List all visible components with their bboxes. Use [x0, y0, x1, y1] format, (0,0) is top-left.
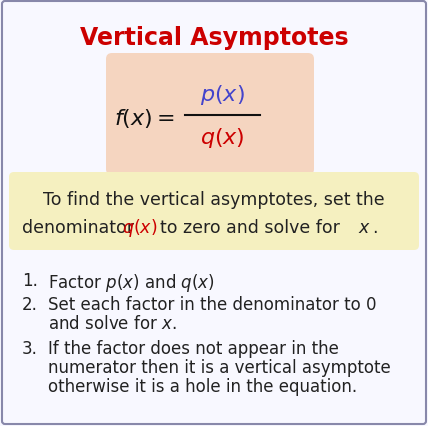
Text: 3.: 3.	[22, 339, 38, 357]
Text: Vertical Asymptotes: Vertical Asymptotes	[80, 26, 348, 50]
Text: 2.: 2.	[22, 295, 38, 313]
Text: Factor $p(x)$ and $q(x)$: Factor $p(x)$ and $q(x)$	[48, 271, 215, 294]
Text: to zero and solve for: to zero and solve for	[160, 219, 340, 236]
Text: $x$: $x$	[358, 219, 371, 236]
Text: To find the vertical asymptotes, set the: To find the vertical asymptotes, set the	[43, 190, 385, 208]
Text: Set each factor in the denominator to 0: Set each factor in the denominator to 0	[48, 295, 377, 313]
Text: 1.: 1.	[22, 271, 38, 289]
Text: and solve for $x$.: and solve for $x$.	[48, 314, 177, 332]
Text: .: .	[372, 219, 377, 236]
Text: denominator: denominator	[22, 219, 134, 236]
Text: $p(x)$: $p(x)$	[199, 83, 244, 107]
Text: otherwise it is a hole in the equation.: otherwise it is a hole in the equation.	[48, 377, 357, 395]
Text: $q(x)$: $q(x)$	[199, 126, 244, 150]
FancyBboxPatch shape	[9, 173, 419, 250]
Text: If the factor does not appear in the: If the factor does not appear in the	[48, 339, 339, 357]
Text: $q(x)$: $q(x)$	[122, 216, 158, 239]
Text: numerator then it is a vertical asymptote: numerator then it is a vertical asymptot…	[48, 358, 391, 376]
Text: $f(x) =$: $f(x) =$	[114, 106, 175, 129]
FancyBboxPatch shape	[106, 54, 314, 176]
